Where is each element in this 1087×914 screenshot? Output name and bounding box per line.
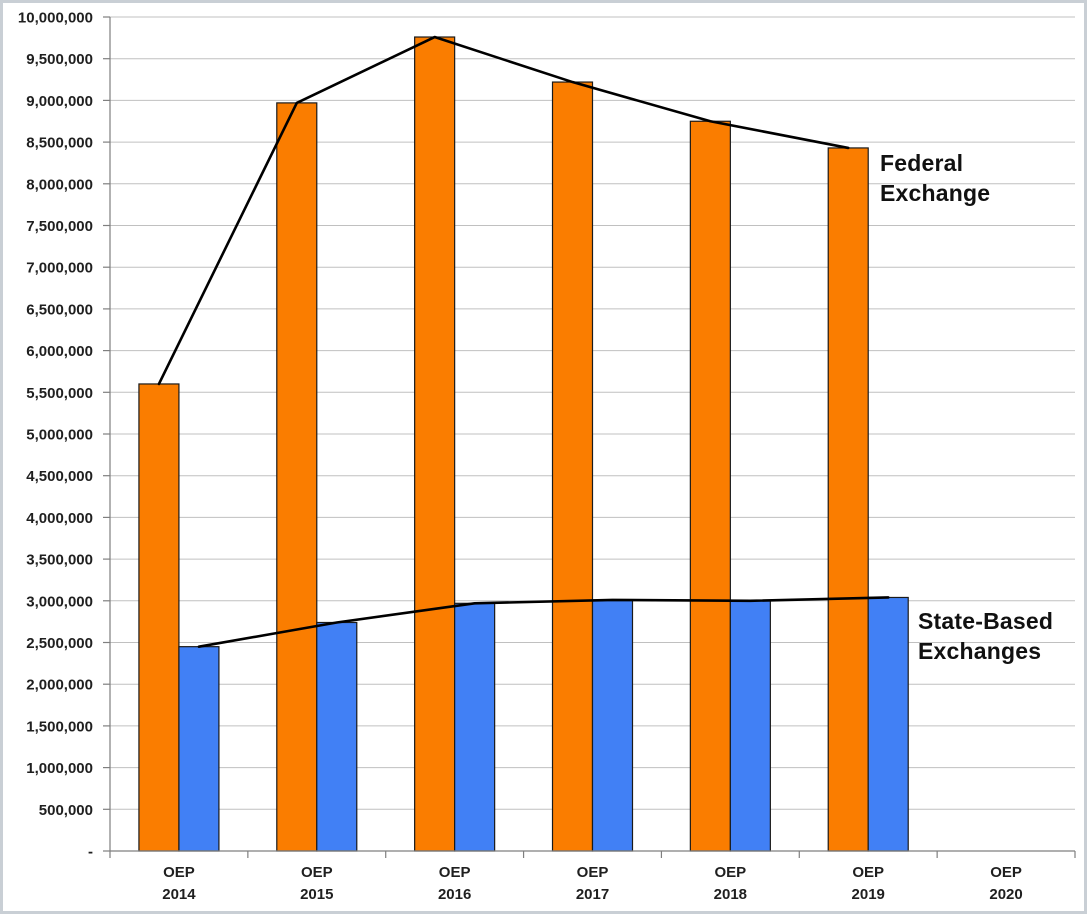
state-trend-line [197, 596, 890, 648]
y-tick-label: 6,500,000 [26, 301, 93, 318]
y-tick-label: 5,000,000 [26, 427, 93, 444]
axes [103, 16, 1076, 858]
bars [138, 36, 909, 852]
x-tick-label-year: 2016 [438, 886, 471, 903]
y-tick-label: 10,000,000 [18, 10, 93, 27]
y-tick-label: 9,000,000 [26, 93, 93, 110]
y-tick-label: 7,000,000 [26, 260, 93, 277]
x-tick-label-oep: OEP [990, 864, 1022, 881]
state-based-exchanges-series-label: State-Based Exchanges [918, 608, 1054, 665]
x-tick-label-oep: OEP [163, 864, 195, 881]
x-tick-label-year: 2014 [162, 886, 196, 903]
y-tick-label: 8,500,000 [26, 135, 93, 152]
y-tick-label: 1,000,000 [26, 760, 93, 777]
bar-state-2016 [454, 602, 496, 852]
bar-state-2019 [867, 596, 909, 852]
x-tick-label-oep: OEP [577, 864, 609, 881]
y-tick-label: 4,000,000 [26, 510, 93, 527]
bar-federal-2018 [689, 120, 731, 852]
x-tick-label-year: 2018 [714, 886, 747, 903]
x-axis-labels: OEP 2014 OEP 2015 OEP 2016 OEP 2017 OEP 2018 OEP 20… [162, 864, 1023, 903]
y-tick-label: - [88, 844, 93, 861]
y-tick-label: 2,000,000 [26, 677, 93, 694]
x-tick-label-year: 2019 [852, 886, 885, 903]
bar-state-2017 [591, 599, 634, 852]
x-tick-label-oep: OEP [439, 864, 471, 881]
bar-federal-2015 [276, 102, 318, 852]
y-tick-label: 500,000 [39, 802, 93, 819]
x-tick-label-year: 2015 [300, 886, 333, 903]
bar-state-2015 [316, 621, 358, 852]
bar-federal-2014 [138, 383, 180, 852]
y-tick-label: 3,500,000 [26, 552, 93, 569]
bar-state-2018 [729, 600, 771, 852]
y-tick-label: 3,000,000 [26, 593, 93, 610]
bar-federal-2017 [551, 81, 594, 852]
y-tick-label: 2,500,000 [26, 635, 93, 652]
bar-federal-2019 [827, 147, 869, 852]
x-tick-label-oep: OEP [301, 864, 333, 881]
y-tick-label: 1,500,000 [26, 718, 93, 735]
y-tick-label: 5,500,000 [26, 385, 93, 402]
x-tick-label-year: 2020 [989, 886, 1022, 903]
x-tick-label-oep: OEP [852, 864, 884, 881]
trend-lines [157, 35, 890, 648]
bar-state-2014 [178, 646, 220, 852]
federal-exchange-series-label: Federal Exchange [880, 150, 991, 207]
y-tick-label: 8,000,000 [26, 176, 93, 193]
y-axis-labels: - 500,000 1,000,000 1,500,000 2,000,000 2,500… [18, 10, 93, 861]
x-tick-label-oep: OEP [715, 864, 747, 881]
x-tick-label-year: 2017 [576, 886, 609, 903]
federal-trend-line [157, 35, 850, 386]
y-tick-label: 9,500,000 [26, 51, 93, 68]
y-tick-label: 4,500,000 [26, 468, 93, 485]
y-tick-label: 7,500,000 [26, 218, 93, 235]
bar-federal-2016 [414, 36, 456, 852]
y-tick-label: 6,000,000 [26, 343, 93, 360]
